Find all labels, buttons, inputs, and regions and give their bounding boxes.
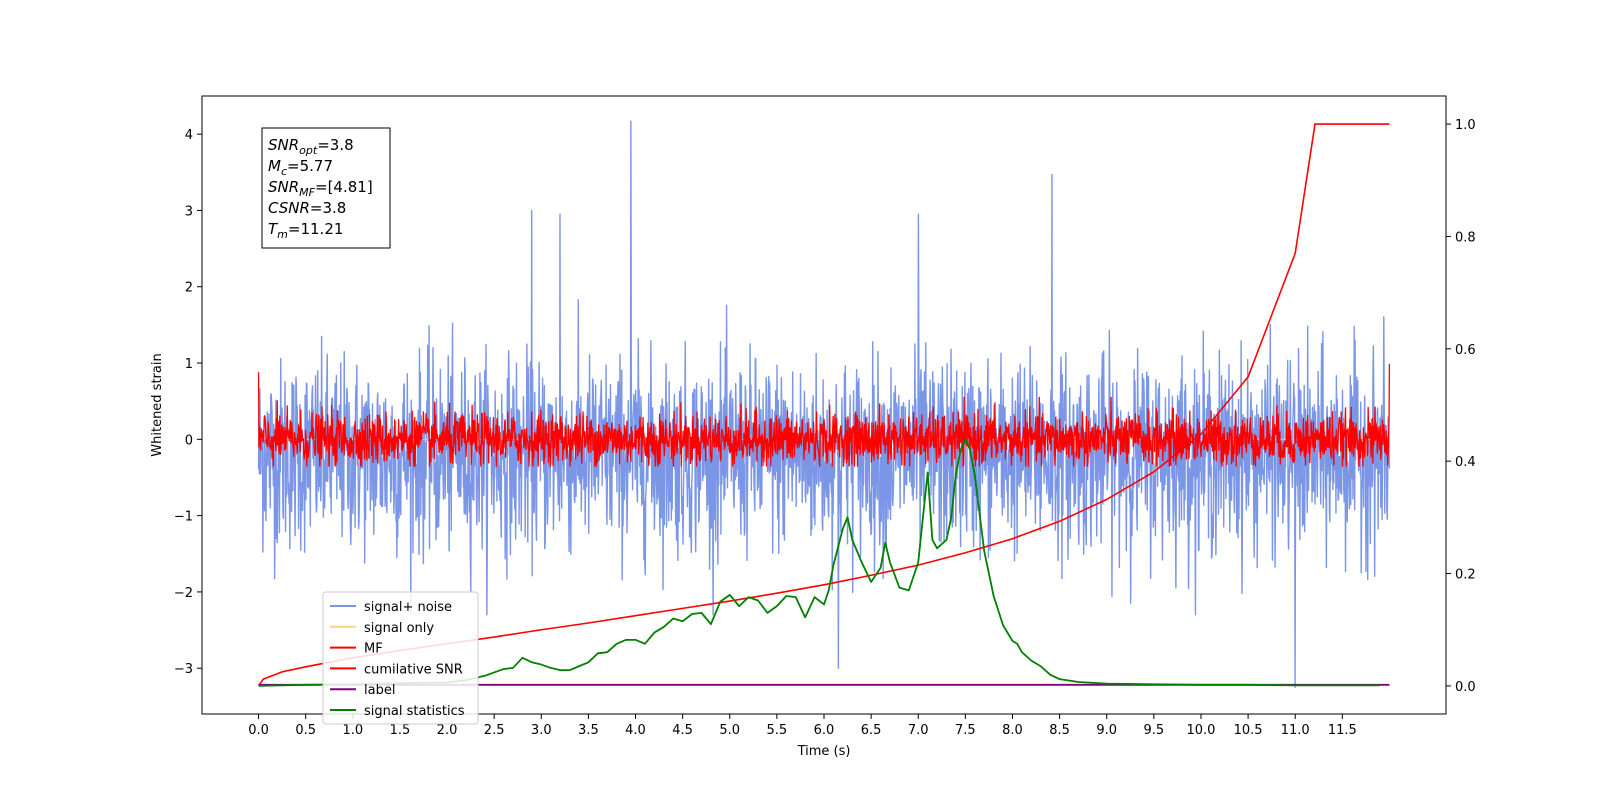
legend-label: label	[364, 683, 395, 698]
x-tick-label: 2.5	[484, 723, 505, 738]
x-tick-label: 4.5	[672, 723, 693, 738]
y-right-tick-label: 0.2	[1455, 568, 1476, 583]
x-tick-label: 11.0	[1281, 723, 1310, 738]
x-tick-label: 6.0	[814, 723, 835, 738]
legend-label: signal+ noise	[364, 600, 452, 615]
y-right-tick-label: 0.6	[1455, 343, 1476, 358]
x-tick-label: 7.0	[908, 723, 929, 738]
series-mf	[257, 363, 1391, 467]
x-tick-label: 0.5	[295, 723, 316, 738]
x-tick-label: 2.0	[437, 723, 458, 738]
x-tick-label: 9.0	[1096, 723, 1117, 738]
annotation-frame	[261, 127, 391, 249]
y-left-tick-label: 3	[185, 204, 193, 219]
legend: signal+ noise signal only MF cumilative SNR…	[322, 591, 479, 725]
y-left-tick-label: 2	[185, 281, 193, 296]
x-tick-label: 6.5	[861, 723, 882, 738]
axis-ticks: 0.0 0.5 1.0 1.5 2.0 2.5 3.0 3.5 4.0 4.5 5.0 5.5 6.0 6…	[174, 118, 1476, 738]
annotation-line: SNRMF=[4.81]	[268, 178, 373, 199]
x-tick-label: 5.5	[767, 723, 788, 738]
y-right-tick-label: 0.4	[1455, 455, 1476, 470]
legend-label: MF	[364, 642, 383, 657]
x-tick-label: 5.0	[719, 723, 740, 738]
x-tick-label: 8.0	[1002, 723, 1023, 738]
y-left-tick-label: 1	[185, 357, 193, 372]
x-tick-label: 0.0	[248, 723, 269, 738]
y-right-tick-label: 1.0	[1455, 118, 1476, 133]
y-axis-label: Whitened strain	[150, 353, 165, 456]
legend-label: signal statistics	[364, 704, 465, 719]
y-left-tick-label: −2	[174, 586, 193, 601]
x-tick-label: 4.0	[625, 723, 646, 738]
x-tick-label: 10.5	[1234, 723, 1263, 738]
y-left-tick-label: −3	[174, 662, 193, 677]
x-tick-label: 1.5	[390, 723, 411, 738]
x-tick-label: 10.0	[1186, 723, 1215, 738]
x-tick-label: 3.0	[531, 723, 552, 738]
series-signal-statistics	[258, 437, 1381, 687]
y-right-tick-label: 0.8	[1455, 230, 1476, 245]
x-tick-label: 1.0	[342, 723, 363, 738]
y-right-tick-label: 0.0	[1455, 680, 1476, 695]
x-axis-label: Time (s)	[797, 744, 851, 759]
x-tick-label: 8.5	[1049, 723, 1070, 738]
y-left-tick-label: −1	[174, 510, 193, 525]
y-left-tick-label: 0	[185, 433, 193, 448]
x-tick-label: 11.5	[1328, 723, 1357, 738]
annotation-line: SNRopt=3.8	[268, 136, 354, 157]
annotation-line: Tm=11.21	[268, 220, 343, 241]
y-left-tick-label: 4	[185, 128, 193, 143]
x-tick-label: 7.5	[955, 723, 976, 738]
x-tick-label: 3.5	[578, 723, 599, 738]
x-tick-label: 9.5	[1144, 723, 1165, 738]
legend-label: cumilative SNR	[364, 662, 463, 677]
legend-label: signal only	[364, 621, 434, 636]
annotation-line: CSNR=3.8	[268, 199, 346, 217]
annotation-line: Mc=5.77	[268, 157, 333, 178]
legend-frame	[322, 591, 479, 725]
